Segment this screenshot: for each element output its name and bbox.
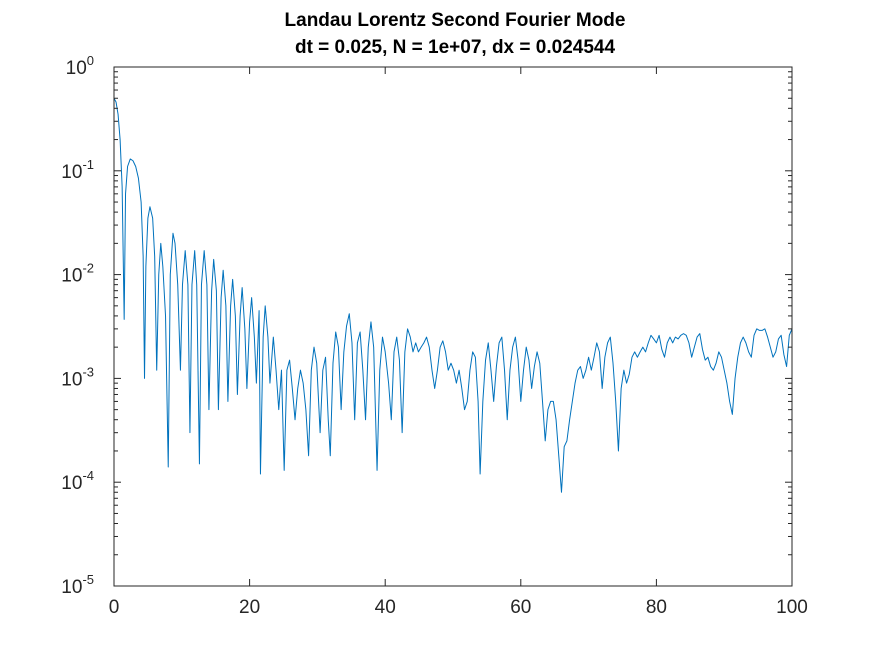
axes-box (113, 66, 793, 587)
x-axis-ticks: 0 20 40 60 80 100 (109, 67, 808, 618)
x-tick-label: 60 (510, 597, 531, 618)
y-tick-label: 10-2 (61, 261, 94, 287)
x-tick-label: 80 (646, 597, 667, 618)
x-tick-label: 0 (109, 597, 120, 618)
y-tick-label: 10-1 (61, 157, 94, 183)
series-layer (113, 98, 793, 493)
y-tick-label: 10-5 (61, 572, 94, 598)
plot-area: 0 20 40 60 80 100 10-5 10-4 10-3 10-2 10-1 100 (61, 53, 808, 618)
y-axis-ticks: 10-5 10-4 10-3 10-2 10-1 100 (61, 53, 792, 598)
chart-subtitle: dt = 0.025, N = 1e+07, dx = 0.024544 (295, 37, 615, 58)
y-tick-label: 10-3 (61, 364, 94, 390)
x-tick-label: 20 (239, 597, 260, 618)
plot-background (114, 67, 792, 586)
chart-title: Landau Lorentz Second Fourier Mode (285, 10, 626, 31)
x-tick-label: 100 (776, 597, 808, 618)
y-tick-label: 100 (66, 53, 94, 79)
x-tick-label: 40 (375, 597, 396, 618)
y-tick-label: 10-4 (61, 468, 94, 494)
series-line-1 (113, 98, 793, 493)
